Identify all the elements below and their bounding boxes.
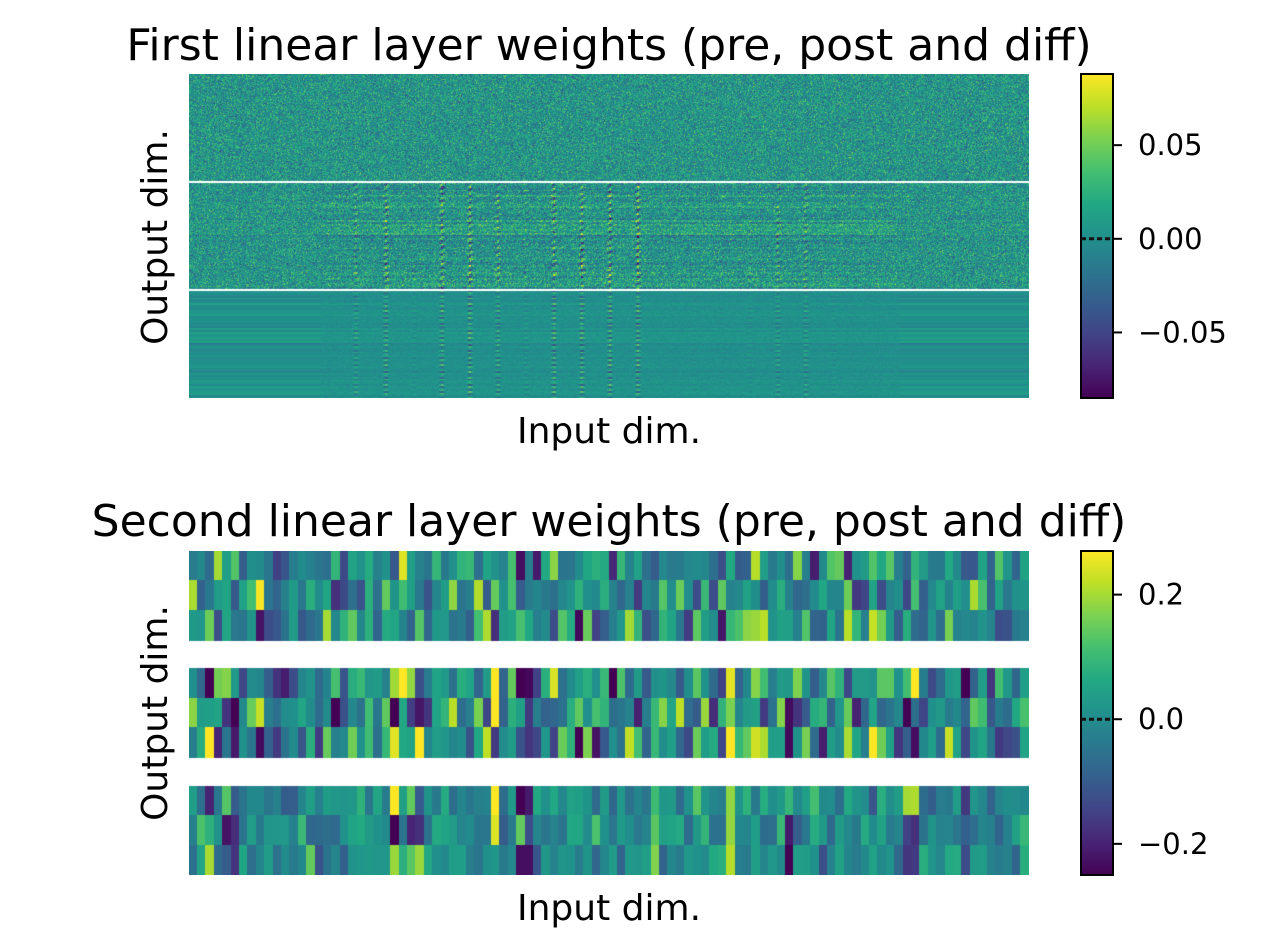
colorbar-ticks: −0.05 0.00 0.05 (1081, 128, 1227, 349)
y-axis-label: Output dim. (135, 129, 176, 345)
colorbar: −0.05 0.00 0.05 (1080, 73, 1227, 399)
chart-title: First linear layer weights (pre, post an… (126, 20, 1091, 71)
colorbar-tick-label: 0.05 (1138, 128, 1203, 162)
colorbar-gradient (1081, 74, 1113, 398)
colorbar-tick-label: −0.05 (1138, 315, 1227, 349)
heatmap-image (189, 551, 1029, 875)
heatmap-image (189, 74, 1029, 398)
colorbar-frame (1080, 550, 1114, 876)
chart-title: Second linear layer weights (pre, post a… (92, 496, 1127, 547)
x-axis-label: Input dim. (517, 888, 701, 929)
colorbar-tick-label: −0.2 (1138, 827, 1208, 861)
colorbar-gradient (1081, 551, 1113, 875)
colorbar: −0.2 0.0 0.2 (1080, 550, 1208, 876)
colorbar-frame (1080, 73, 1114, 399)
colorbar-ticks: −0.2 0.0 0.2 (1081, 578, 1208, 861)
colorbar-tick-label: 0.00 (1138, 222, 1203, 256)
y-axis-label: Output dim. (135, 605, 176, 821)
colorbar-tick-label: 0.0 (1138, 702, 1184, 736)
x-axis-label: Input dim. (517, 411, 701, 452)
chart-first-layer: First linear layer weights (pre, post an… (126, 20, 1227, 452)
chart-second-layer: Second linear layer weights (pre, post a… (92, 496, 1209, 929)
colorbar-tick-label: 0.2 (1138, 578, 1184, 612)
